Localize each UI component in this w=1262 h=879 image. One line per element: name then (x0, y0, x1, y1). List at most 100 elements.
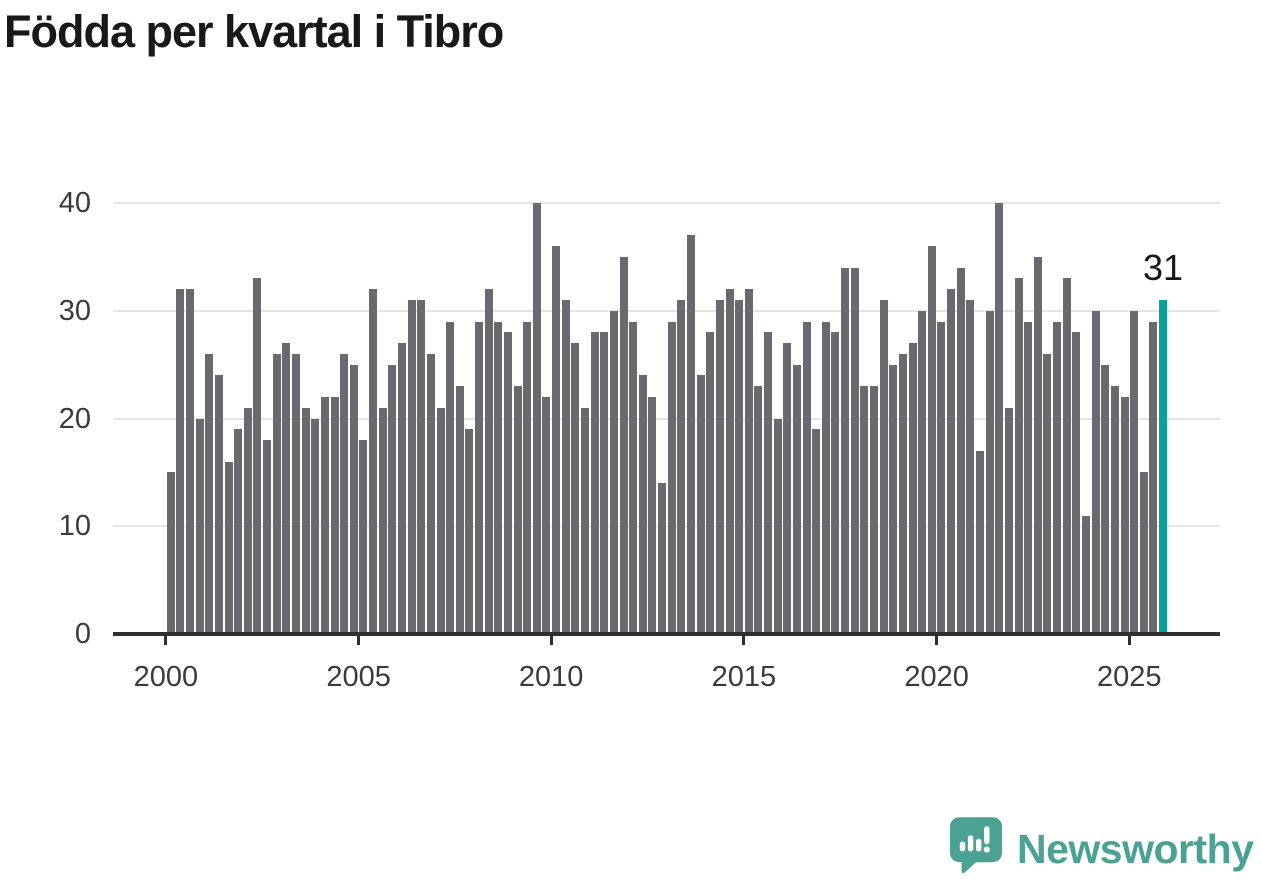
x-axis-label: 2010 (518, 661, 584, 693)
bar (561, 300, 570, 634)
bar (725, 289, 734, 634)
bar (532, 203, 541, 634)
x-tick-mark-2005 (357, 636, 361, 645)
bar (205, 353, 214, 634)
newsworthy-bubble-chart-icon (949, 816, 1003, 879)
bar (600, 332, 609, 634)
bar (494, 321, 503, 634)
bar (1033, 256, 1042, 634)
x-tick-mark-2000 (164, 636, 168, 645)
y-gridline-40 (113, 202, 1220, 204)
bar (686, 235, 695, 634)
bar (378, 407, 387, 634)
bar (1139, 472, 1148, 634)
y-axis-label: 0 (74, 618, 91, 650)
y-gridline-10 (113, 525, 1220, 528)
bar (1062, 278, 1071, 634)
bar (1101, 364, 1110, 634)
x-axis-label: 2005 (326, 661, 391, 693)
bar (426, 353, 435, 634)
bar (263, 440, 271, 634)
bar (455, 386, 464, 634)
bar (1014, 278, 1023, 634)
x-axis-label: 2025 (1097, 661, 1162, 693)
bar (744, 289, 753, 634)
bar (870, 386, 878, 634)
bar (513, 386, 522, 634)
bar (234, 429, 243, 634)
bar (1081, 515, 1090, 634)
bar (349, 364, 358, 634)
bar (995, 203, 1004, 634)
bar (1110, 386, 1119, 634)
bar (359, 440, 368, 634)
bar (966, 300, 975, 634)
bar (976, 450, 984, 634)
bar (1053, 321, 1061, 634)
bar (985, 310, 994, 635)
bar (764, 332, 772, 634)
bar (898, 353, 907, 634)
newsworthy-wordmark: Newsworthy (1017, 825, 1254, 872)
x-axis-label: 2015 (711, 661, 777, 693)
bar (320, 396, 329, 634)
x-tick-mark-2015 (742, 636, 746, 645)
bar (590, 332, 599, 634)
x-tick-mark-2010 (549, 636, 553, 645)
bar (484, 289, 493, 634)
bar (667, 321, 676, 634)
bar (224, 461, 233, 634)
x-axis-label: 2000 (133, 661, 199, 693)
x-axis-label: 2020 (904, 661, 969, 693)
bar (253, 278, 262, 634)
bar (301, 407, 310, 634)
y-axis-label: 40 (58, 187, 91, 219)
bar (802, 321, 811, 634)
bar (783, 343, 792, 634)
bar (552, 246, 561, 634)
bar (166, 472, 175, 634)
bar (609, 310, 618, 635)
bar (754, 386, 763, 634)
bar (397, 343, 406, 634)
x-tick-mark-2020 (935, 636, 939, 645)
bar (927, 246, 936, 634)
bar (503, 332, 512, 634)
x-tick-mark-2025 (1127, 636, 1131, 645)
y-gridline-20 (113, 417, 1220, 420)
y-axis-label: 30 (58, 294, 91, 327)
bar (638, 375, 647, 634)
bar (1004, 407, 1013, 634)
bar (735, 300, 744, 634)
bar (272, 353, 281, 634)
bar (629, 321, 638, 634)
bar (956, 267, 965, 634)
bar (465, 429, 474, 634)
bar (1120, 396, 1129, 634)
bar (1149, 321, 1158, 634)
bar (340, 353, 349, 634)
bar (330, 396, 339, 634)
bar (937, 321, 946, 634)
bar (792, 364, 801, 634)
bar (812, 429, 821, 634)
bar (619, 256, 628, 634)
bar (918, 310, 927, 635)
bar (648, 396, 657, 634)
bar (523, 321, 532, 634)
bar (1024, 321, 1033, 634)
bar (282, 343, 291, 634)
bar (243, 407, 252, 634)
bar (677, 300, 686, 634)
bar (369, 289, 377, 634)
bar (860, 386, 869, 634)
bar (186, 289, 194, 634)
bar (542, 396, 551, 634)
bar (908, 343, 917, 634)
x-axis-line (113, 632, 1220, 636)
bar (850, 267, 859, 634)
highlighted-bar (1159, 300, 1167, 634)
bar (773, 418, 782, 634)
bar (571, 343, 580, 634)
